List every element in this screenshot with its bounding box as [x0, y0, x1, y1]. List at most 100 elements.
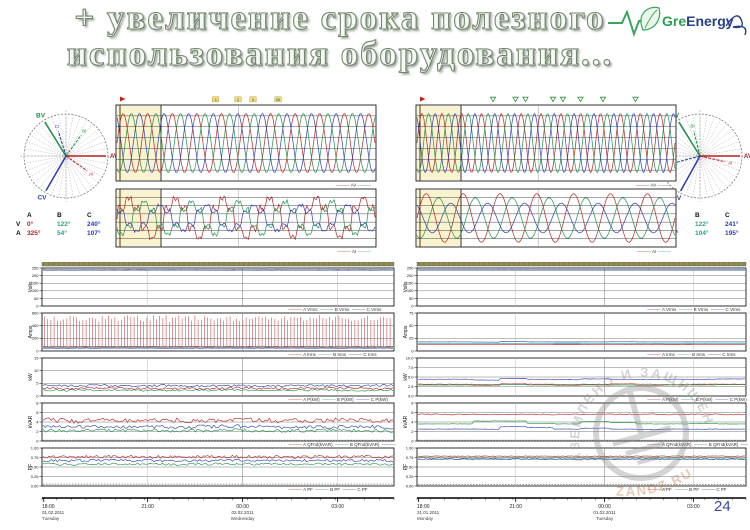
waveform-phase-C: [116, 203, 376, 234]
series-C-QFnd(kVAR): [417, 426, 746, 431]
waveform-scope-right: ——— AV ——— ——— AI ———: [415, 96, 677, 256]
event-marker-icon: [489, 96, 497, 103]
angle-value: 122°: [57, 221, 71, 228]
current-vector: [57, 130, 67, 157]
current-vector: [674, 155, 701, 164]
row-header: V: [16, 221, 21, 228]
waveform-phase-A: [116, 195, 376, 241]
time-tick-label: 03:00: [687, 504, 700, 510]
title-line-1: + увеличение срока полезного: [74, 0, 606, 37]
y-tick-label: 8: [411, 400, 414, 405]
y-tick-label: 0: [411, 303, 414, 308]
cursor-flag-icon: [120, 96, 126, 102]
y-tick-label: 2: [411, 429, 414, 434]
chart-legend: ——— A Vrms ——— B Vrms ——— C Vrms: [647, 307, 743, 312]
y-tick-label: 200: [32, 336, 39, 341]
angle-value: 122°: [695, 221, 709, 228]
col-header: A: [27, 212, 32, 219]
phasor-diagram-left: AV BV CV AI BI CI: [16, 104, 119, 204]
svg-text:5: 5: [214, 98, 216, 102]
highlight-region: [117, 190, 161, 246]
current-vector: [699, 155, 726, 163]
chart-legend: ——— A QFnd(kVAR) ——— B QFnd(kVAR) ——— C …: [288, 442, 396, 447]
phasor-current-label: BI: [690, 123, 694, 128]
phasor-current-label: AI: [728, 160, 732, 165]
y-tick-label: 2.5: [408, 384, 414, 389]
phasor-voltage-label: BV: [36, 112, 46, 119]
y-axis-label: Volts: [28, 281, 34, 292]
day-label: Tuesday: [42, 516, 60, 521]
waveform-phase-B: [416, 197, 676, 239]
series-A-QFnd(kVAR): [42, 417, 393, 424]
y-tick-label: 0.50: [406, 464, 415, 469]
chart-legend: ——— A P(kW) ——— B P(kW) ——— C P(kW): [647, 397, 748, 402]
cursor-flag-icon: [420, 96, 426, 102]
y-tick-label: 50: [409, 296, 414, 301]
series-A-P(kW): [418, 383, 746, 386]
y-tick-label: 600: [32, 310, 39, 315]
row-header: A: [16, 230, 21, 237]
scope-legend: ——— AV ———: [636, 183, 672, 188]
event-marker-icon: [249, 96, 257, 103]
scope-legend: ——— AI ———: [337, 249, 371, 254]
col-header: B: [57, 212, 62, 219]
phasor-voltage-label: CV: [37, 195, 47, 202]
y-axis-label: Volts: [403, 281, 409, 292]
y-tick-label: 100: [32, 288, 39, 293]
event-marker-icon: [274, 96, 282, 103]
y-tick-label: 6: [36, 410, 39, 415]
trend-charts-left: 250 200 150 100 50 0 Volts ——— A Vrms ——— B Vrm…: [28, 261, 429, 524]
time-tick-label: 00:00: [598, 504, 611, 510]
chart-legend: ——— A PF ——— B PF ——— C PF: [647, 487, 729, 492]
series-A-PF: [417, 455, 746, 457]
voltage-vector: [45, 155, 67, 192]
svg-text:55: 55: [276, 98, 280, 102]
y-tick-label: 0: [411, 348, 414, 353]
chart-legend: ——— A Vrms ——— B Vrms ——— C Vrms: [288, 307, 384, 312]
logo-text: GreEnergy: [662, 13, 734, 29]
angle-value: 195°: [725, 230, 739, 237]
y-tick-label: 7.5: [408, 365, 414, 370]
time-tick-label: 18:00: [42, 504, 55, 510]
y-tick-label: 0.0: [408, 393, 414, 398]
event-marker-icon: [212, 96, 219, 103]
phasor-voltage-label: AV: [110, 153, 119, 160]
y-tick-label: 25: [409, 336, 414, 341]
angle-value: 241°: [725, 221, 739, 228]
y-axis-label: Amps: [403, 325, 409, 338]
series-C-Irms: [42, 347, 394, 349]
signature-swoosh: [725, 15, 747, 36]
date-label: 01.02.2011: [42, 510, 65, 515]
waveform-phase-A: [416, 193, 676, 243]
title-line-2: использования оборудования...: [66, 34, 614, 74]
time-tick-label: 00:00: [236, 504, 249, 510]
y-tick-label: 4: [411, 419, 414, 424]
y-tick-label: 5: [36, 381, 39, 386]
y-tick-label: 50: [34, 296, 39, 301]
phasor-current-label: CI: [55, 124, 60, 129]
scope-legend: ——— AV ———: [336, 183, 372, 188]
page-number: 24: [714, 498, 731, 515]
y-tick-label: 150: [407, 281, 414, 286]
waveform-phase-C: [416, 112, 676, 174]
trend-charts-right: 250 200 150 100 50 0 Volts ——— A Vrms ——— B Vrm…: [403, 261, 750, 524]
event-marker-icon: [512, 96, 519, 103]
y-axis-label: kW: [28, 373, 34, 381]
y-tick-label: 400: [32, 323, 39, 328]
logo-text-gre: Gre: [662, 13, 686, 29]
angle-value: 104°: [695, 230, 709, 237]
angle-value: 54°: [57, 230, 67, 237]
y-tick-label: 0.75: [31, 455, 40, 460]
y-tick-label: 0.25: [406, 474, 415, 479]
y-tick-label: 75: [409, 310, 414, 315]
col-header: C: [725, 212, 730, 219]
scope-plot: ——— AV ——— ——— AI ———: [415, 96, 677, 254]
y-tick-label: 1.00: [31, 445, 40, 450]
scope-legend: ——— AI ———: [637, 249, 671, 254]
y-tick-label: 5.0: [408, 374, 414, 379]
y-tick-label: 15: [34, 355, 39, 360]
